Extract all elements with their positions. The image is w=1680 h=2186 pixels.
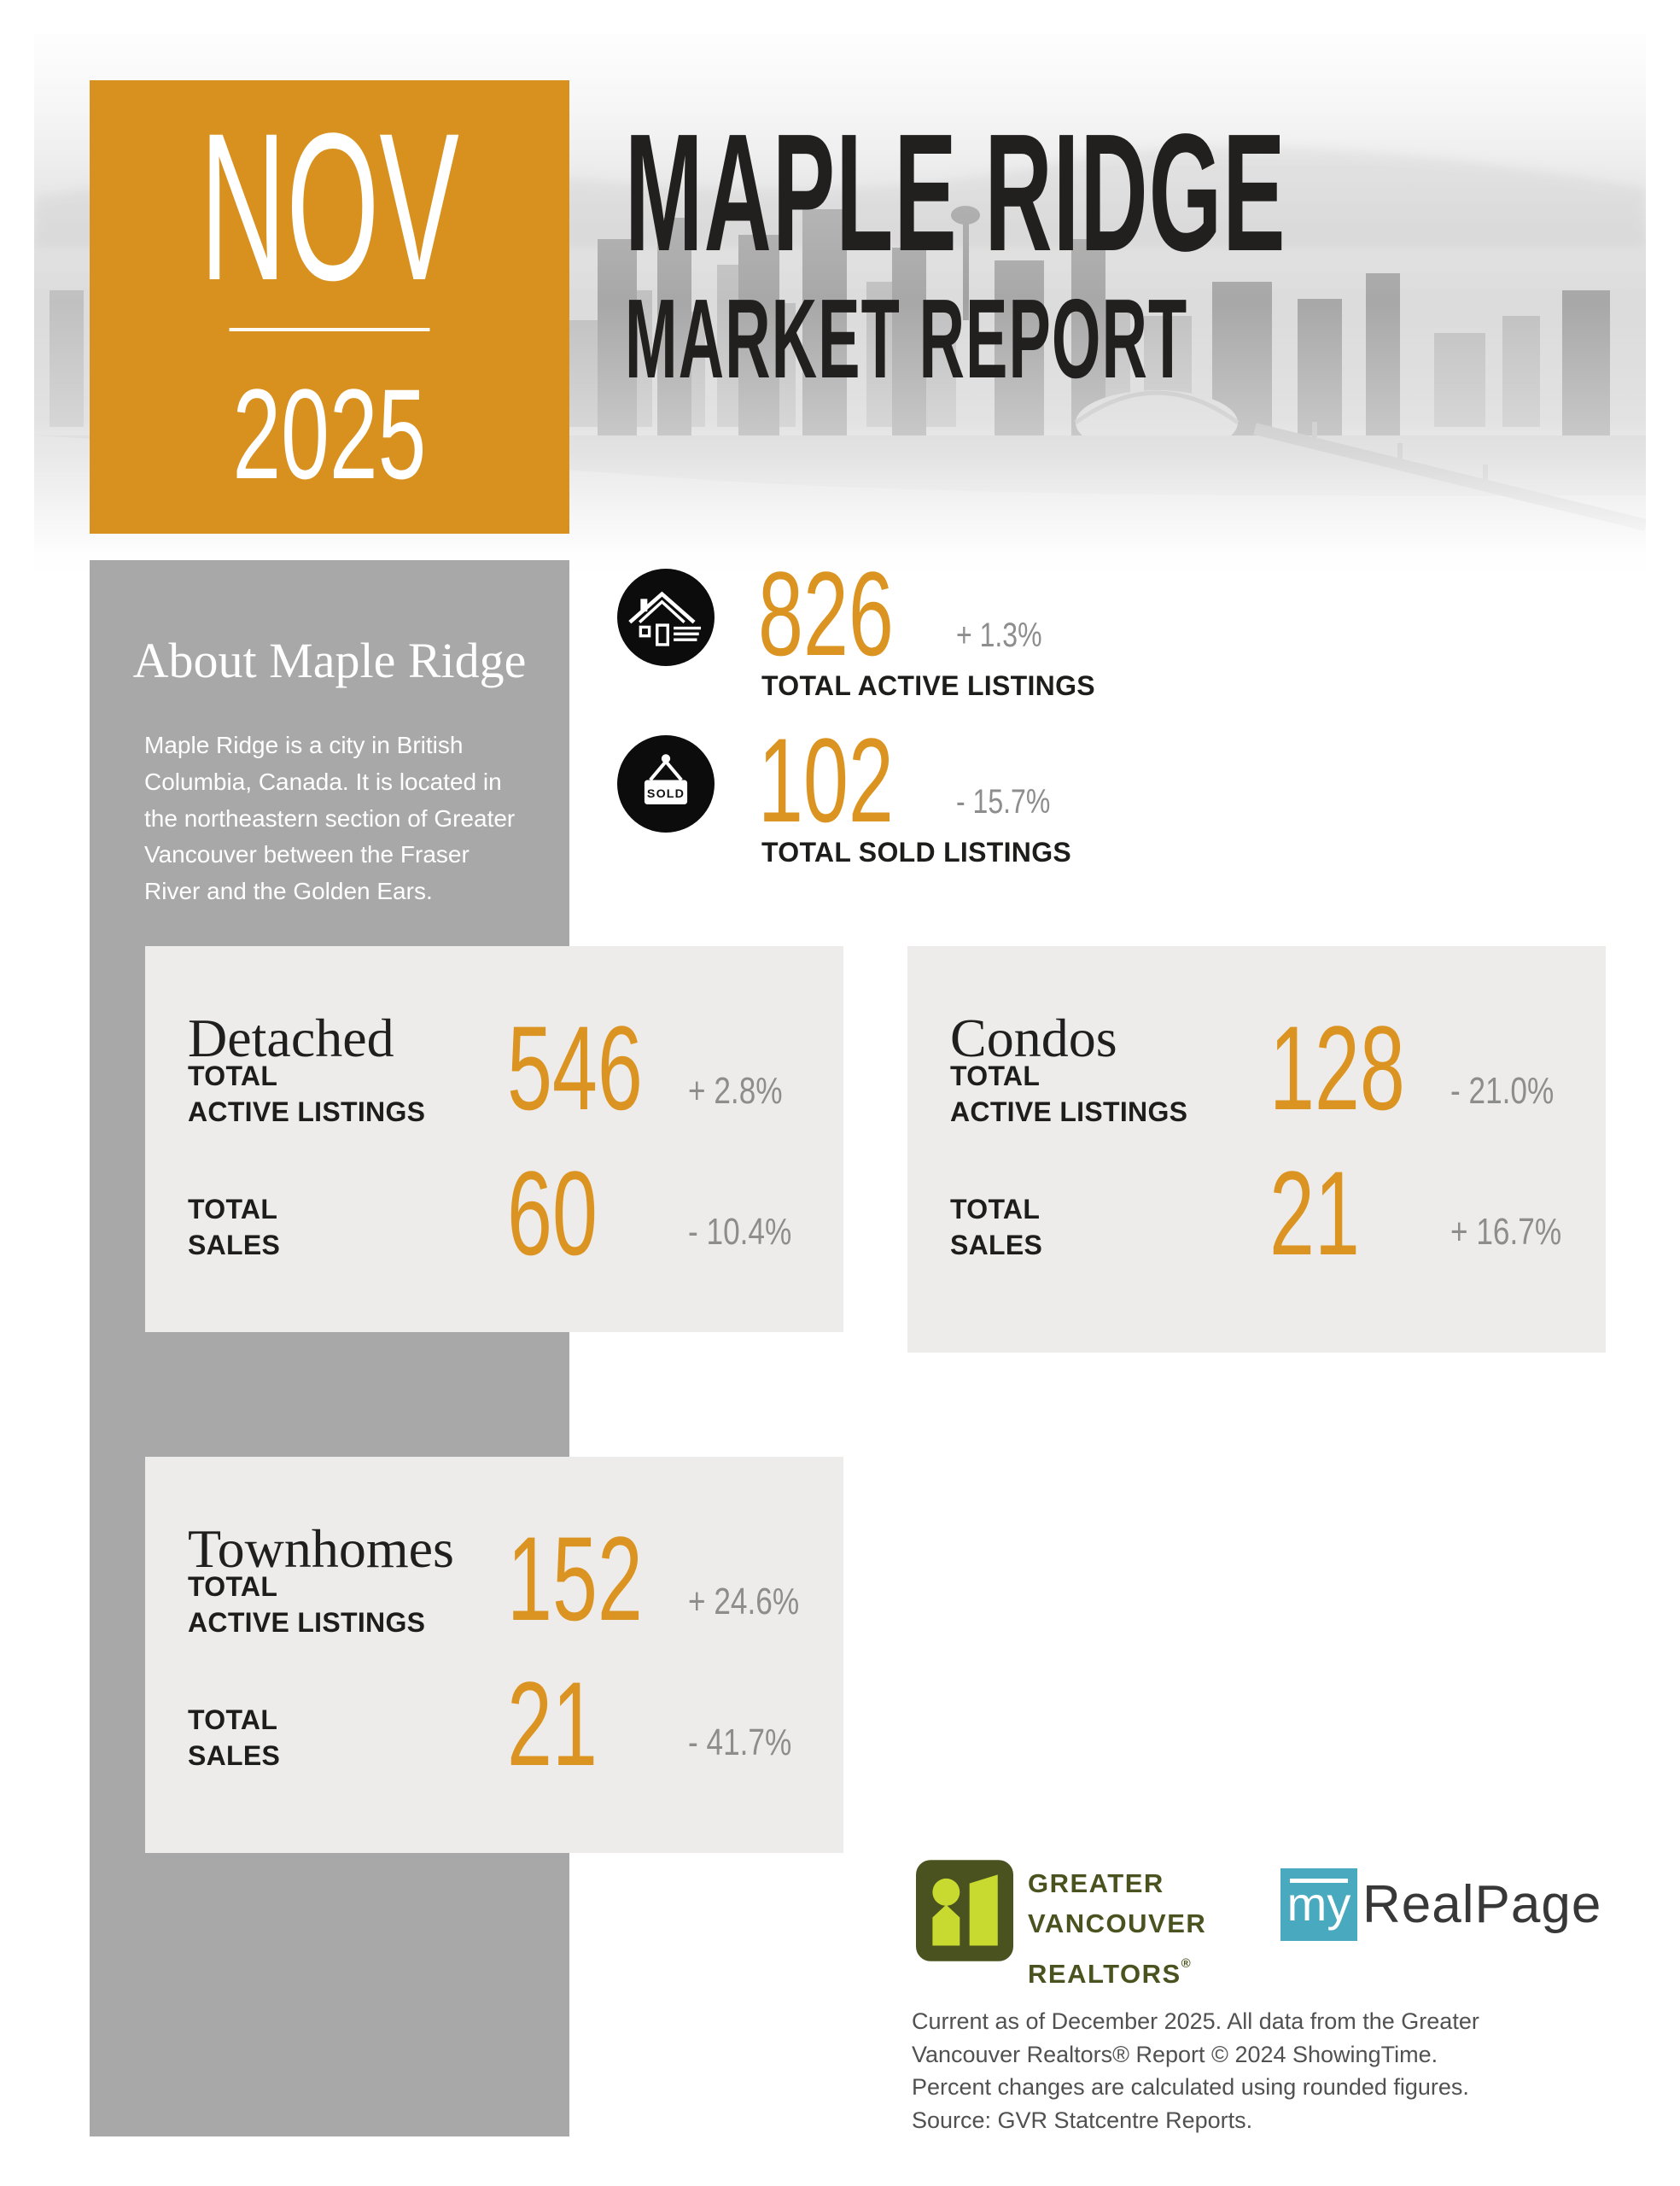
date-year: 2025 (232, 362, 427, 506)
about-heading: About Maple Ridge (132, 633, 527, 688)
segment-card-townhomes: Townhomes TOTAL ACTIVE LISTINGS 152 + 24… (145, 1457, 843, 1853)
segment-title: Detached (188, 1008, 394, 1068)
metric-label: TOTAL ACTIVE LISTINGS (188, 1061, 426, 1127)
active-listings-value: 826 (758, 546, 894, 681)
sold-listings-label: TOTAL SOLD LISTINGS (761, 837, 1072, 868)
myrealpage-name: RealPage (1362, 1875, 1602, 1934)
date-divider (229, 328, 430, 331)
metric-change: + 24.6% (688, 1581, 800, 1622)
metric-label: TOTAL SALES (188, 1194, 281, 1260)
gvr-logo-text: GREATER VANCOUVER REALTORS® (1028, 1868, 1207, 1989)
metric-label: TOTAL ACTIVE LISTINGS (188, 1571, 426, 1638)
myrealpage-overline (1290, 1879, 1348, 1883)
sold-sign-text: SOLD (647, 787, 685, 801)
page-title-line1: MAPLE RIDGE (625, 99, 1286, 286)
about-body-text: Maple Ridge is a city in British Columbi… (144, 732, 516, 905)
page-title-line2: MARKET REPORT (625, 276, 1188, 401)
metric-value: 152 (507, 1511, 643, 1645)
footer-line: Vancouver Realtors® Report © 2024 Showin… (912, 2041, 1438, 2067)
metric-value: 128 (1269, 1001, 1405, 1135)
sold-sign-icon: SOLD (617, 735, 715, 833)
gvr-logo: GREATER VANCOUVER REALTORS® (916, 1860, 1206, 1994)
metric-change: + 2.8% (688, 1070, 783, 1112)
registered-mark: ® (1181, 1956, 1191, 1971)
about-sidebar: About Maple Ridge Maple Ridge is a city … (90, 560, 569, 2136)
metric-label: TOTAL ACTIVE LISTINGS (950, 1061, 1188, 1127)
segment-title: Condos (950, 1008, 1117, 1068)
myrealpage-logo-icon: my (1280, 1868, 1357, 1941)
metric-change: - 21.0% (1450, 1070, 1555, 1112)
gvr-logo-icon (916, 1860, 1013, 1961)
metric-value: 21 (1269, 1146, 1360, 1280)
metric-change: - 41.7% (688, 1721, 792, 1763)
active-listings-label: TOTAL ACTIVE LISTINGS (761, 670, 1095, 701)
date-month: NOV (200, 90, 459, 324)
footer-line: Source: GVR Statcentre Reports. (912, 2107, 1253, 2133)
metric-value: 60 (507, 1146, 598, 1280)
sold-listings-value: 102 (758, 713, 894, 847)
myrealpage-prefix: my (1286, 1877, 1351, 1931)
myrealpage-logo: my RealPage (1280, 1868, 1601, 1941)
segment-card-detached: Detached TOTAL ACTIVE LISTINGS 546 + 2.8… (145, 946, 843, 1332)
house-icon (617, 569, 715, 666)
segment-card-condos: Condos TOTAL ACTIVE LISTINGS 128 - 21.0%… (907, 946, 1606, 1353)
metric-change: - 10.4% (688, 1211, 792, 1253)
metric-value: 21 (507, 1657, 598, 1791)
sold-listings-change: - 15.7% (956, 783, 1051, 821)
metric-label: TOTAL SALES (950, 1194, 1043, 1260)
footer-line: Percent changes are calculated using rou… (912, 2074, 1469, 2100)
date-box: NOV 2025 (90, 80, 569, 534)
metric-change: + 16.7% (1450, 1211, 1562, 1253)
active-listings-stat-icon (617, 569, 715, 670)
sold-listings-stat-icon: SOLD (617, 735, 715, 837)
segment-title: Townhomes (188, 1518, 454, 1579)
metric-value: 546 (507, 1001, 643, 1135)
footer-line: Current as of December 2025. All data fr… (912, 2008, 1479, 2034)
active-listings-change: + 1.3% (956, 617, 1042, 654)
footer-disclaimer: Current as of December 2025. All data fr… (912, 2005, 1479, 2136)
metric-label: TOTAL SALES (188, 1704, 281, 1771)
